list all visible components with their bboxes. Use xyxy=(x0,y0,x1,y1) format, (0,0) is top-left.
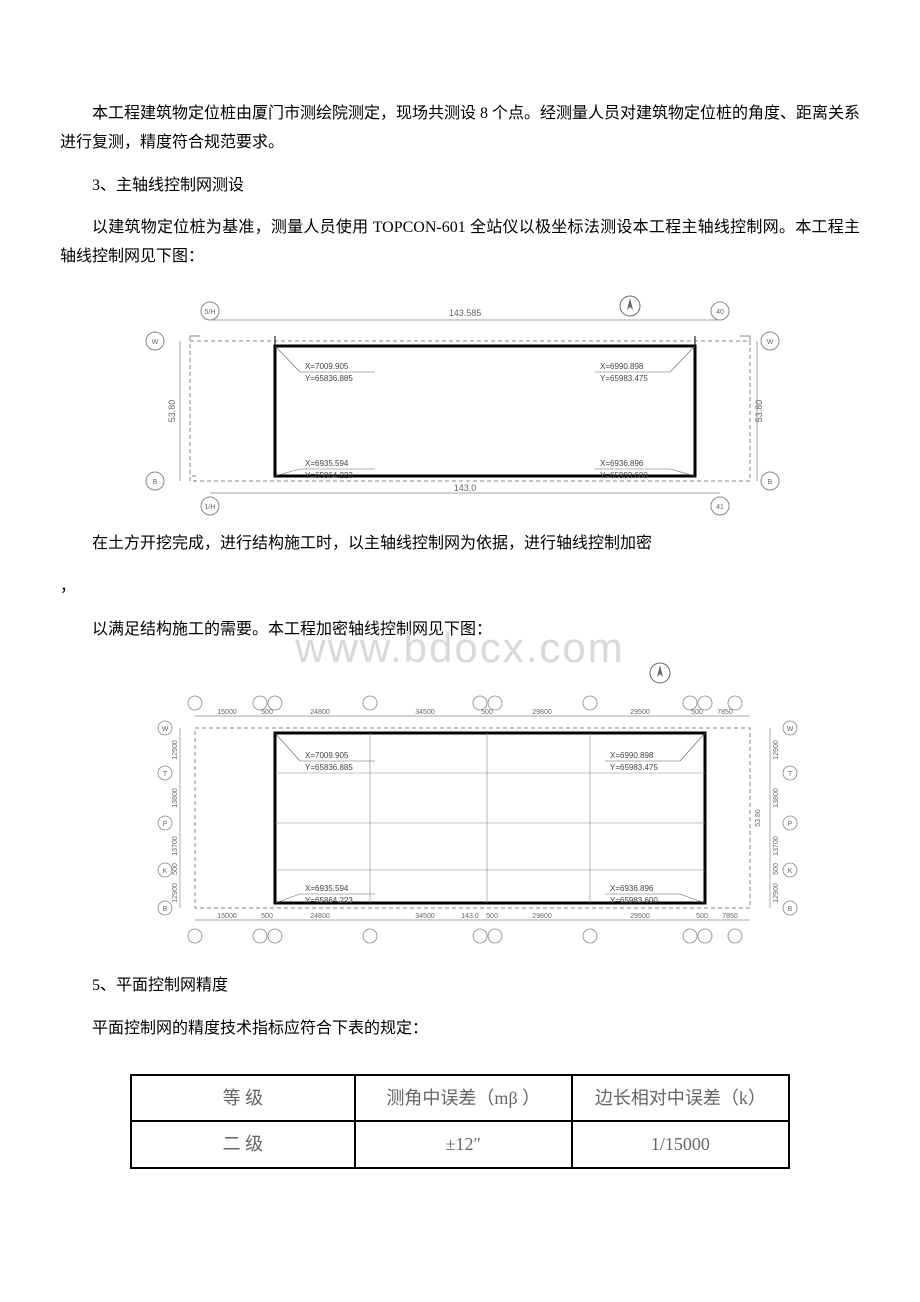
table-cell: ±12″ xyxy=(355,1121,572,1167)
svg-text:B: B xyxy=(153,479,158,486)
svg-text:X=6936.896: X=6936.896 xyxy=(610,884,654,893)
diagram-densified-axis: 15000 500 24800 34500 500 29800 29500 50… xyxy=(110,658,810,958)
svg-text:500: 500 xyxy=(486,913,498,920)
svg-text:29800: 29800 xyxy=(532,709,552,716)
heading-3: 3、主轴线控制网测设 xyxy=(60,172,860,201)
svg-text:500: 500 xyxy=(696,913,708,920)
paragraph-method: 以建筑物定位桩为基准，测量人员使用 TOPCON-601 全站仪以极坐标法测设本… xyxy=(60,214,860,272)
svg-text:B: B xyxy=(788,906,793,913)
table-row: 二 级 ±12″ 1/15000 xyxy=(131,1121,789,1167)
svg-text:T: T xyxy=(788,771,793,778)
svg-text:K: K xyxy=(788,868,793,875)
left-axis-col: W T P K B xyxy=(158,721,172,915)
svg-text:X=6990.898: X=6990.898 xyxy=(600,362,644,371)
paragraph-intro: 本工程建筑物定位桩由厦门市测绘院测定，现场共测设 8 个点。经测量人员对建筑物定… xyxy=(60,100,860,158)
svg-text:W: W xyxy=(162,726,169,733)
svg-text:X=6935.594: X=6935.594 xyxy=(305,459,349,468)
svg-text:53.80: 53.80 xyxy=(755,810,762,828)
svg-text:12900: 12900 xyxy=(773,884,780,904)
svg-text:Y=65983.475: Y=65983.475 xyxy=(610,763,658,772)
svg-text:29500: 29500 xyxy=(630,709,650,716)
svg-text:24800: 24800 xyxy=(310,913,330,920)
precision-table: 等 级 测角中误差（mβ ） 边长相对中误差（k） 二 级 ±12″ 1/150… xyxy=(130,1074,790,1169)
svg-text:143.585: 143.585 xyxy=(449,308,482,318)
paragraph-densify-b-text: 以满足结构施工的需要。本工程加密轴线控制网见下图： xyxy=(92,621,492,638)
svg-text:500: 500 xyxy=(481,709,493,716)
svg-text:Y=65983.600: Y=65983.600 xyxy=(610,896,658,905)
svg-text:P: P xyxy=(788,821,793,828)
svg-text:B: B xyxy=(768,479,773,486)
svg-text:143.0: 143.0 xyxy=(454,483,477,493)
heading-5: 5、平面控制网精度 xyxy=(60,972,860,1001)
table-header-cell: 边长相对中误差（k） xyxy=(572,1075,789,1121)
svg-text:W: W xyxy=(152,339,159,346)
bottom-axis-row: 15000 500 24800 34500 143.0 500 29800 29… xyxy=(188,913,750,943)
svg-text:53.80: 53.80 xyxy=(754,400,764,423)
svg-text:500: 500 xyxy=(773,863,780,875)
table-cell: 1/15000 xyxy=(572,1121,789,1167)
svg-text:13800: 13800 xyxy=(172,789,179,809)
svg-text:34500: 34500 xyxy=(415,913,435,920)
svg-text:500: 500 xyxy=(261,913,273,920)
svg-text:40: 40 xyxy=(716,309,724,316)
table-row: 等 级 测角中误差（mβ ） 边长相对中误差（k） xyxy=(131,1075,789,1121)
svg-text:34500: 34500 xyxy=(415,709,435,716)
paragraph-densify-comma: ， xyxy=(60,573,860,602)
paragraph-densify-a: 在土方开挖完成，进行结构施工时，以主轴线控制网为依据，进行轴线控制加密 xyxy=(60,530,860,559)
svg-text:12900: 12900 xyxy=(172,741,179,761)
svg-text:Y=65836.885: Y=65836.885 xyxy=(305,374,353,383)
diagram-main-axis: 5/H 40 W W B B 1/H 41 143.585 53.80 xyxy=(130,286,790,516)
svg-text:1/H: 1/H xyxy=(205,504,216,511)
svg-text:K: K xyxy=(163,868,168,875)
svg-text:X=6990.898: X=6990.898 xyxy=(610,751,654,760)
svg-text:P: P xyxy=(163,821,168,828)
right-axis-col: W T P K B xyxy=(783,721,797,915)
svg-text:500: 500 xyxy=(691,709,703,716)
svg-text:500: 500 xyxy=(261,709,273,716)
svg-text:13800: 13800 xyxy=(773,789,780,809)
svg-text:W: W xyxy=(787,726,794,733)
svg-text:15000: 15000 xyxy=(217,913,237,920)
svg-text:B: B xyxy=(163,906,168,913)
svg-text:143.0: 143.0 xyxy=(461,913,479,920)
svg-text:Y=65983.475: Y=65983.475 xyxy=(600,374,648,383)
top-axis-row: 15000 500 24800 34500 500 29800 29500 50… xyxy=(188,696,750,716)
svg-text:12900: 12900 xyxy=(773,741,780,761)
svg-text:T: T xyxy=(163,771,168,778)
svg-text:53.80: 53.80 xyxy=(167,400,177,423)
svg-text:Y=65983.600: Y=65983.600 xyxy=(600,471,648,480)
svg-text:X=6936.896: X=6936.896 xyxy=(600,459,644,468)
svg-text:W: W xyxy=(767,339,774,346)
svg-text:15000: 15000 xyxy=(217,709,237,716)
svg-text:12900: 12900 xyxy=(172,884,179,904)
svg-text:Y=65864.223: Y=65864.223 xyxy=(305,896,353,905)
svg-text:7850: 7850 xyxy=(717,709,733,716)
svg-text:24800: 24800 xyxy=(310,709,330,716)
svg-text:X=7009.905: X=7009.905 xyxy=(305,751,349,760)
table-header-cell: 等 级 xyxy=(131,1075,355,1121)
svg-text:500: 500 xyxy=(172,863,179,875)
svg-text:5/H: 5/H xyxy=(205,309,216,316)
svg-text:Y=65864.223: Y=65864.223 xyxy=(305,471,353,480)
svg-text:Y=65836.885: Y=65836.885 xyxy=(305,763,353,772)
svg-text:13700: 13700 xyxy=(773,837,780,857)
svg-text:7850: 7850 xyxy=(722,913,738,920)
paragraph-precision: 平面控制网的精度技术指标应符合下表的规定： xyxy=(60,1015,860,1044)
svg-text:X=7009.905: X=7009.905 xyxy=(305,362,349,371)
paragraph-densify-b: 以满足结构施工的需要。本工程加密轴线控制网见下图： xyxy=(60,616,860,645)
table-cell: 二 级 xyxy=(131,1121,355,1167)
svg-text:29500: 29500 xyxy=(630,913,650,920)
svg-text:X=6935.594: X=6935.594 xyxy=(305,884,349,893)
svg-text:41: 41 xyxy=(716,504,724,511)
svg-text:29800: 29800 xyxy=(532,913,552,920)
table-header-cell: 测角中误差（mβ ） xyxy=(355,1075,572,1121)
svg-text:13700: 13700 xyxy=(172,837,179,857)
